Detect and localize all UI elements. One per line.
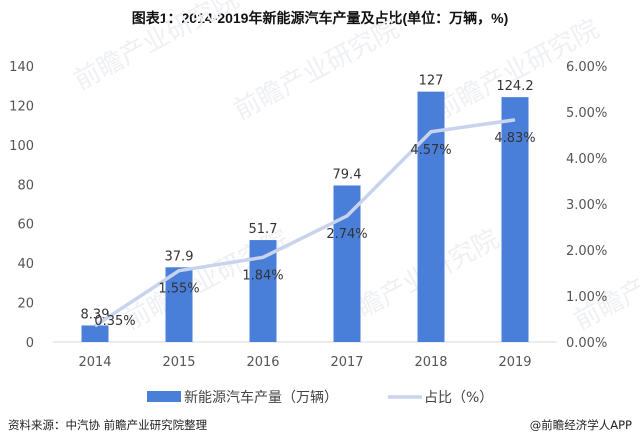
legend-bar-swatch xyxy=(147,391,181,402)
y-left-tick-label: 20 xyxy=(17,297,34,312)
y-left-tick-label: 120 xyxy=(9,99,34,114)
bar xyxy=(81,325,109,342)
watermark-text: 前瞻产业研究院 xyxy=(229,14,404,126)
bar xyxy=(249,240,277,342)
chart-title: 图表1：2014-2019年新能源汽车产量及占比(单位：万辆，%) xyxy=(131,10,509,26)
watermark-text: 前瞻产业研究院 xyxy=(69,0,244,96)
y-left-tick-label: 0 xyxy=(26,336,34,351)
credit: @前瞻经济学人APP xyxy=(529,418,632,432)
y-right-tick-label: 0.00% xyxy=(566,336,607,351)
x-tick-label: 2014 xyxy=(78,355,111,370)
watermark-text: 前瞻产业研究院 xyxy=(569,224,640,336)
bar xyxy=(333,185,361,342)
x-tick-label: 2017 xyxy=(330,355,363,370)
y-left-tick-label: 80 xyxy=(17,178,34,193)
line-data-label: 4.57% xyxy=(410,143,451,158)
source-note: 资料来源：中汽协 前瞻产业研究院整理 xyxy=(8,418,208,432)
line-data-label: 1.55% xyxy=(158,282,199,297)
line-data-label: 4.83% xyxy=(494,131,535,146)
y-right-tick-label: 4.00% xyxy=(566,152,607,167)
bar-data-label: 127 xyxy=(419,74,444,89)
bar xyxy=(165,267,193,342)
line-series xyxy=(94,118,516,328)
line-data-label: 2.74% xyxy=(326,227,367,242)
y-left-tick-label: 60 xyxy=(17,218,34,233)
y-right-tick-label: 2.00% xyxy=(566,244,607,259)
legend-line-label: 占比（%） xyxy=(424,390,493,406)
bar xyxy=(501,97,529,342)
x-tick-label: 2018 xyxy=(414,355,447,370)
line-data-label: 0.35% xyxy=(94,314,135,329)
x-tick-label: 2019 xyxy=(498,355,531,370)
y-right-tick-label: 6.00% xyxy=(566,60,607,75)
bar-data-label: 8.39 xyxy=(81,307,110,322)
y-right-tick-label: 5.00% xyxy=(566,106,607,121)
y-left-tick-label: 140 xyxy=(9,60,34,75)
bar-data-label: 37.9 xyxy=(165,249,194,264)
x-tick-label: 2016 xyxy=(246,355,279,370)
y-right-tick-label: 1.00% xyxy=(566,290,607,305)
bar-data-label: 51.7 xyxy=(249,222,278,237)
bar-data-label: 79.4 xyxy=(333,167,362,182)
y-left-tick-label: 100 xyxy=(9,139,34,154)
line-data-label: 1.84% xyxy=(242,268,283,283)
bar-data-label: 124.2 xyxy=(496,79,533,94)
legend-bar-label: 新能源汽车产量（万辆） xyxy=(184,389,338,406)
y-right-tick-label: 3.00% xyxy=(566,198,607,213)
x-tick-label: 2015 xyxy=(162,355,195,370)
y-left-tick-label: 40 xyxy=(17,257,34,272)
